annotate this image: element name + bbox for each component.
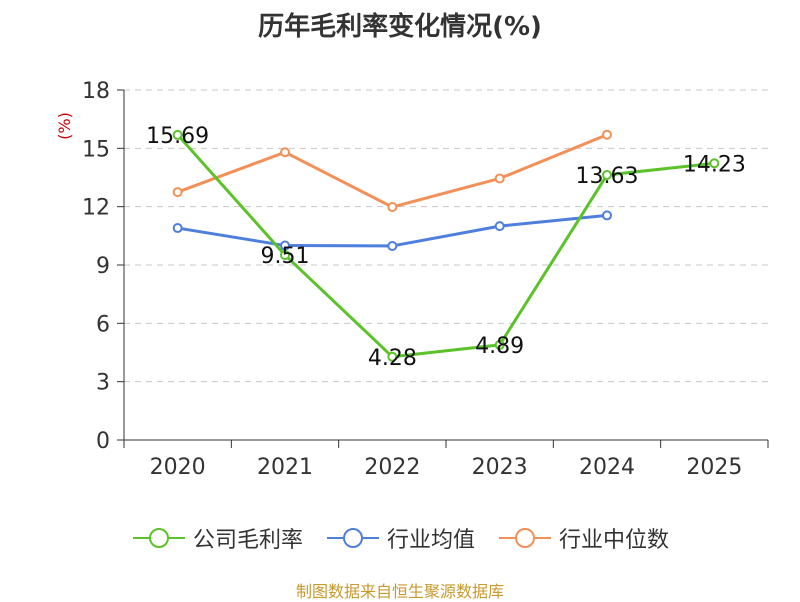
y-tick-label: 12 bbox=[82, 196, 110, 221]
data-label: 9.51 bbox=[261, 244, 310, 269]
legend-swatch bbox=[132, 528, 185, 548]
axes: 0 3 6 9 12 15 18 2020 2021 2022 2023 2024 2025 (%) bbox=[55, 79, 769, 480]
legend-item-0: 公司毛利率 bbox=[131, 522, 303, 554]
legend: 公司毛利率 行业均值 行业中位数 bbox=[0, 518, 800, 558]
legend-item-1: 行业均值 bbox=[325, 522, 475, 554]
x-tick-label: 2023 bbox=[472, 455, 528, 480]
data-point bbox=[387, 351, 398, 362]
data-point bbox=[280, 250, 290, 261]
legend-swatch bbox=[499, 528, 551, 548]
data-point bbox=[387, 240, 398, 251]
x-tick-label: 2022 bbox=[364, 455, 420, 480]
x-tick-label: 2020 bbox=[150, 455, 206, 480]
legend-label: 公司毛利率 bbox=[192, 528, 303, 553]
y-axis-label: (%) bbox=[55, 112, 74, 140]
data-point bbox=[709, 158, 720, 169]
data-point bbox=[602, 169, 612, 180]
y-tick-label: 18 bbox=[82, 79, 110, 104]
data-point bbox=[494, 339, 505, 350]
source-note: 制图数据来自恒生聚源数据库 bbox=[295, 582, 504, 601]
data-point bbox=[172, 187, 183, 198]
x-tick-label: 2021 bbox=[257, 455, 313, 480]
y-tick-label: 9 bbox=[96, 254, 110, 279]
data-point bbox=[280, 240, 290, 251]
series-line-0 bbox=[176, 133, 715, 359]
data-point bbox=[602, 129, 612, 140]
data-point bbox=[280, 147, 290, 158]
x-tick-label: 2025 bbox=[686, 455, 742, 480]
data-point bbox=[172, 223, 183, 234]
x-tick-label: 2024 bbox=[579, 455, 635, 480]
y-tick-label: 15 bbox=[82, 137, 110, 162]
chart-title: 历年毛利率变化情况(%) bbox=[258, 12, 542, 42]
data-label: 4.89 bbox=[475, 334, 524, 359]
data-point bbox=[387, 202, 398, 213]
data-label: 15.69 bbox=[146, 124, 209, 149]
series-line-2 bbox=[177, 133, 608, 209]
y-tick-label: 6 bbox=[96, 312, 110, 337]
data-label: 14.23 bbox=[683, 152, 746, 177]
y-tick-label: 0 bbox=[96, 429, 110, 454]
data-point bbox=[602, 210, 612, 221]
data-label: 4.28 bbox=[368, 346, 417, 371]
legend-label: 行业中位数 bbox=[559, 528, 670, 553]
legend-label: 行业均值 bbox=[386, 528, 475, 553]
data-point bbox=[172, 129, 183, 140]
data-point bbox=[494, 221, 505, 232]
legend-swatch bbox=[326, 528, 379, 548]
data-point bbox=[494, 173, 505, 184]
series-points bbox=[172, 129, 720, 362]
y-tick-label: 3 bbox=[96, 371, 110, 396]
data-labels: 15.69 9.51 4.28 4.89 13.63 14.23 bbox=[146, 124, 746, 371]
grid-lines bbox=[124, 89, 768, 383]
legend-item-2: 行业中位数 bbox=[497, 522, 669, 554]
data-label: 13.63 bbox=[576, 164, 639, 189]
